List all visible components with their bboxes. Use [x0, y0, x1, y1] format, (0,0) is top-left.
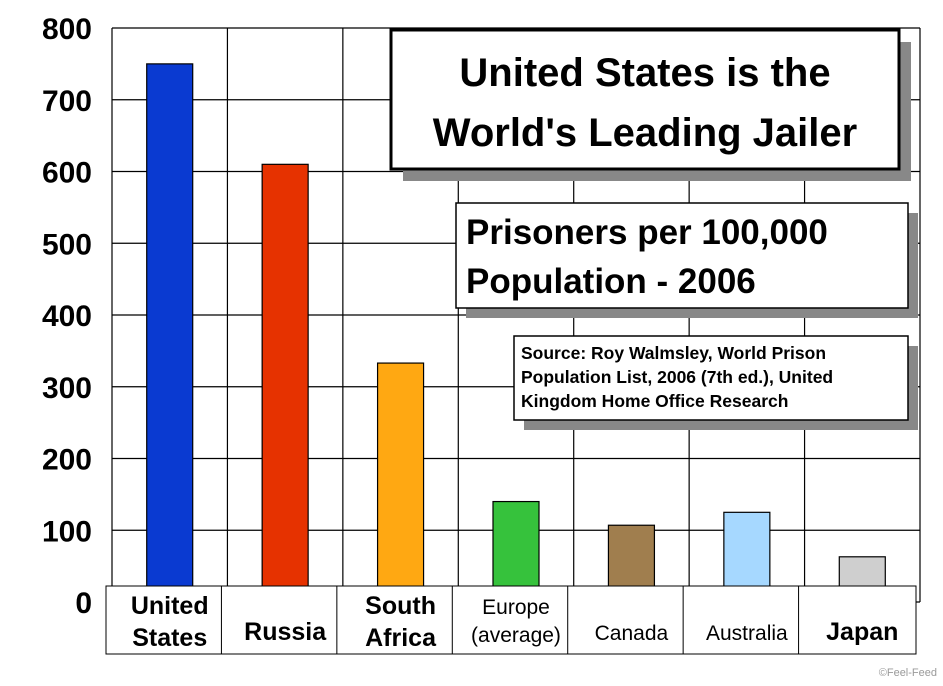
y-tick-label: 200: [42, 444, 92, 477]
source-note: Source: Roy Walmsley, World Prison: [521, 343, 826, 363]
category-label: United: [131, 592, 209, 620]
y-tick-label: 800: [42, 13, 92, 46]
chart-subtitle: Prisoners per 100,000: [466, 213, 828, 252]
bar-0: [146, 63, 194, 603]
category-label-box: [220, 585, 340, 655]
y-tick-label: 300: [42, 372, 92, 405]
category-label: Australia: [706, 622, 788, 645]
chart-title: World's Leading Jailer: [433, 111, 857, 155]
chart-title: United States is the: [459, 51, 830, 95]
y-tick-label: 500: [42, 228, 92, 261]
subtitle-box: Prisoners per 100,000 Population - 2006: [455, 202, 918, 318]
category-label-box: [682, 585, 802, 655]
category-label-box: [798, 585, 917, 655]
y-tick-label: 100: [42, 515, 92, 548]
category-label: States: [132, 624, 207, 652]
y-tick-label: 700: [42, 85, 92, 118]
bar-1: [261, 163, 309, 603]
bar-2: [376, 362, 425, 603]
category-label: Japan: [826, 618, 898, 646]
y-tick-label: 400: [42, 300, 92, 333]
category-label-box: [105, 585, 224, 655]
y-tick-label: 600: [42, 157, 92, 190]
category-label: (average): [471, 624, 561, 647]
category-label: South: [365, 592, 436, 620]
bars: [146, 63, 886, 603]
category-label: Canada: [595, 622, 669, 645]
category-label: Africa: [365, 624, 437, 652]
y-tick-label: 0: [75, 587, 92, 620]
category-label-box: [336, 585, 455, 655]
subtitle-box-frame: [455, 202, 909, 309]
chart-subtitle: Population - 2006: [466, 262, 756, 301]
category-label: Russia: [244, 618, 327, 646]
category-label: Europe: [482, 596, 550, 619]
source-note: Population List, 2006 (7th ed.), United: [521, 367, 833, 387]
title-box-frame: [389, 28, 901, 171]
bar-3: [492, 500, 540, 603]
source-box: Source: Roy Walmsley, World Prison Popula…: [513, 335, 918, 430]
source-note: Kingdom Home Office Research: [521, 391, 788, 411]
title-box: United States is the World's Leading Jail…: [389, 28, 911, 181]
watermark: ©Feel-Feed: [878, 667, 937, 679]
source-box-frame: [513, 335, 909, 421]
category-label-box: [451, 585, 571, 655]
